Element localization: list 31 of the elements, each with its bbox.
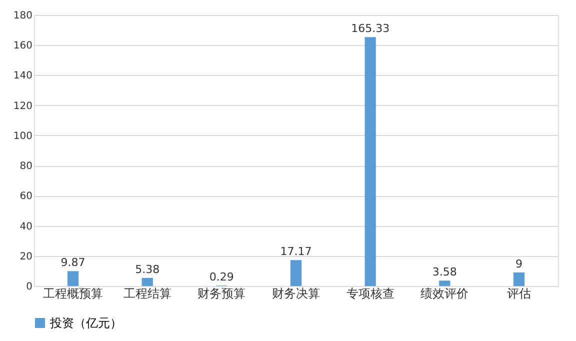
- data-label: 5.38: [135, 262, 160, 276]
- y-tick-label: 40: [20, 221, 32, 232]
- y-tick-label: 60: [20, 191, 32, 202]
- bar: [439, 280, 450, 286]
- x-tick-label: 财务预算: [198, 286, 246, 300]
- y-tick-label: 0: [26, 282, 32, 292]
- data-label: 17.17: [280, 245, 312, 258]
- y-tick-label: 120: [13, 100, 32, 112]
- x-tick-label: 专项核查: [346, 286, 394, 300]
- bar: [142, 278, 153, 286]
- y-tick-label: 180: [13, 10, 32, 22]
- y-tick-label: 140: [13, 70, 32, 82]
- y-tick-label: 100: [13, 130, 32, 142]
- data-label: 9.87: [60, 256, 86, 270]
- bar: [290, 260, 302, 286]
- x-tick-label: 工程概预算: [43, 286, 104, 300]
- legend-label: 投资（亿元）: [49, 316, 122, 330]
- bar: [513, 272, 525, 286]
- y-tick-label: 160: [13, 40, 32, 52]
- data-label: 9: [515, 257, 522, 270]
- data-label: 165.33: [351, 22, 390, 36]
- x-tick-label: 评估: [506, 286, 531, 300]
- bar: [67, 271, 79, 286]
- y-tick-label: 80: [20, 161, 32, 172]
- x-tick-label: 工程结算: [123, 286, 172, 300]
- bar: [364, 37, 376, 286]
- x-tick-label: 财务决算: [272, 286, 320, 300]
- y-tick-label: 20: [20, 251, 32, 262]
- data-label: 3.58: [432, 266, 457, 279]
- x-tick-label: 绩效评价: [420, 286, 469, 300]
- data-label: 0.29: [209, 270, 234, 284]
